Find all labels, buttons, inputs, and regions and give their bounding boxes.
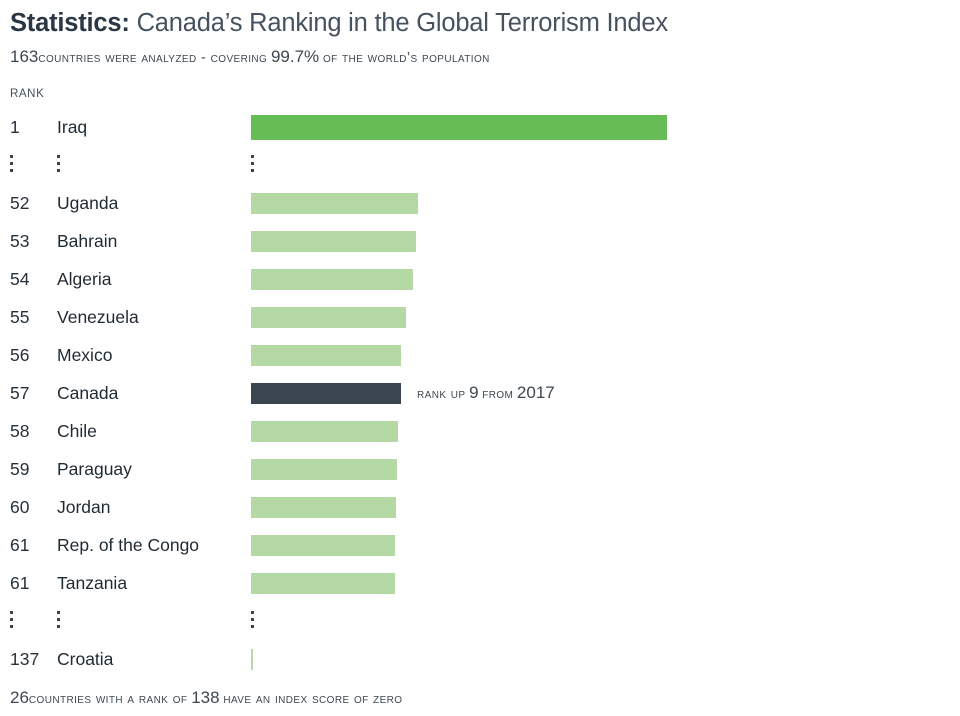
vertical-ellipsis-icon bbox=[10, 611, 14, 631]
table-row: 61 Rep. of the Congo bbox=[0, 526, 960, 564]
subtitle-end: of the world’s population bbox=[322, 50, 490, 66]
row-country-label: Iraq bbox=[57, 117, 88, 137]
table-row: 56 Mexico bbox=[0, 336, 960, 374]
page-title: Statistics: Canada’s Ranking in the Glob… bbox=[10, 8, 668, 38]
row-rank: 55 bbox=[10, 307, 30, 327]
row-rank: 60 bbox=[10, 497, 30, 517]
table-row: 59 Paraguay bbox=[0, 450, 960, 488]
table-row: 1 Iraq bbox=[0, 108, 960, 146]
row-bar[interactable] bbox=[251, 231, 416, 252]
row-country-label: Chile bbox=[57, 421, 97, 441]
row-rank: 1 bbox=[10, 117, 20, 137]
table-row: 53 Bahrain bbox=[0, 222, 960, 260]
row-country-label: Rep. of the Congo bbox=[57, 535, 200, 555]
page-subtitle: 163countries were analyzed - covering 99… bbox=[10, 48, 490, 67]
row-rank: 137 bbox=[10, 649, 40, 669]
table-row: 61 Tanzania bbox=[0, 564, 960, 602]
vertical-ellipsis-icon bbox=[251, 155, 255, 175]
subtitle-count: 163 bbox=[10, 47, 39, 66]
row-bar[interactable] bbox=[251, 193, 418, 214]
row-rank: 58 bbox=[10, 421, 30, 441]
row-bar[interactable] bbox=[251, 573, 395, 594]
table-row: 52 Uganda bbox=[0, 184, 960, 222]
row-rank: 57 bbox=[10, 383, 30, 403]
note-number: 9 bbox=[469, 383, 479, 402]
vertical-ellipsis-icon bbox=[57, 611, 61, 631]
row-bar-highlighted[interactable] bbox=[251, 383, 401, 404]
note-post: from bbox=[482, 386, 514, 402]
vertical-ellipsis-icon bbox=[10, 155, 14, 175]
rank-column-header: RANK bbox=[10, 88, 45, 100]
ellipsis-row bbox=[0, 602, 960, 640]
table-row: 58 Chile bbox=[0, 412, 960, 450]
row-rank: 56 bbox=[10, 345, 30, 365]
row-country-label: Canada bbox=[57, 383, 119, 403]
footer-end: have an index score of zero bbox=[223, 691, 403, 707]
row-rank: 61 bbox=[10, 535, 30, 555]
footer-rank: 138 bbox=[191, 688, 220, 707]
vertical-ellipsis-icon bbox=[251, 611, 255, 631]
table-row: 57 Canada rank up 9 from 2017 bbox=[0, 374, 960, 412]
table-row: 54 Algeria bbox=[0, 260, 960, 298]
row-bar[interactable] bbox=[251, 269, 413, 290]
footer-mid: countries with a rank of bbox=[28, 691, 188, 707]
vertical-ellipsis-icon bbox=[57, 155, 61, 175]
row-country-label: Mexico bbox=[57, 345, 113, 365]
row-bar[interactable] bbox=[251, 421, 398, 442]
row-rank: 61 bbox=[10, 573, 30, 593]
row-bar[interactable] bbox=[251, 649, 253, 670]
row-rank: 59 bbox=[10, 459, 30, 479]
subtitle-mid: countries were analyzed - covering bbox=[38, 50, 268, 66]
table-row: 55 Venezuela bbox=[0, 298, 960, 336]
row-bar[interactable] bbox=[251, 459, 397, 480]
row-rank: 54 bbox=[10, 269, 30, 289]
row-bar[interactable] bbox=[251, 345, 401, 366]
row-bar[interactable] bbox=[251, 307, 406, 328]
row-country-label: Bahrain bbox=[57, 231, 118, 251]
note-year: 2017 bbox=[516, 383, 555, 402]
table-row: 60 Jordan bbox=[0, 488, 960, 526]
row-bar-highlighted[interactable] bbox=[251, 115, 667, 140]
row-rank: 52 bbox=[10, 193, 30, 213]
row-country-label: Tanzania bbox=[57, 573, 128, 593]
ellipsis-row bbox=[0, 146, 960, 184]
canada-rank-change-annotation: rank up 9 from 2017 bbox=[417, 374, 555, 412]
row-country-label: Paraguay bbox=[57, 459, 132, 479]
row-country-label: Venezuela bbox=[57, 307, 139, 327]
row-bar[interactable] bbox=[251, 535, 395, 556]
row-rank: 53 bbox=[10, 231, 30, 251]
title-strong: Statistics: bbox=[10, 9, 130, 37]
row-country-label: Uganda bbox=[57, 193, 119, 213]
row-country-label: Algeria bbox=[57, 269, 112, 289]
row-country-label: Croatia bbox=[57, 649, 114, 669]
subtitle-percent: 99.7% bbox=[270, 47, 320, 66]
table-row: 137 Croatia bbox=[0, 640, 960, 678]
row-country-label: Jordan bbox=[57, 497, 111, 517]
title-rest: Canada’s Ranking in the Global Terrorism… bbox=[129, 9, 669, 37]
chart-rows: 1 Iraq 52 Uganda 53 Bahrain 54 Algeria 55 Venezue… bbox=[0, 108, 960, 678]
footer-count: 26 bbox=[10, 688, 29, 707]
footer-note: 26countries with a rank of 138 have an i… bbox=[10, 688, 402, 708]
row-bar[interactable] bbox=[251, 497, 396, 518]
note-pre: rank up bbox=[417, 386, 466, 402]
